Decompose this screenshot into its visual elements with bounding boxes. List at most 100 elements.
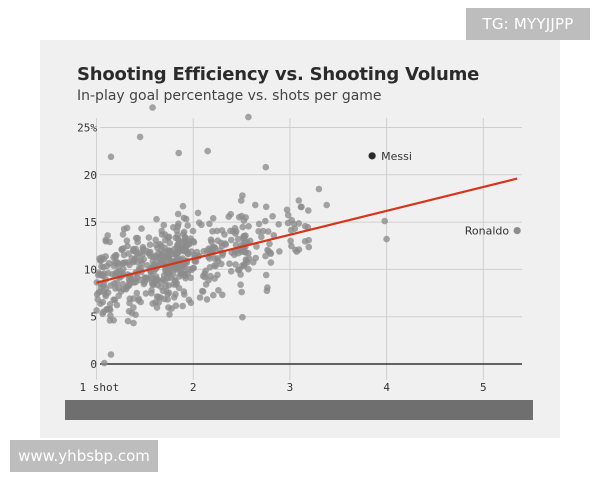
player-point [258, 233, 265, 241]
player-point [187, 299, 195, 307]
player-point [149, 300, 156, 307]
points-layer [93, 104, 390, 367]
player-point [118, 245, 125, 253]
player-point [270, 232, 278, 239]
x-tick-label: 2 [190, 381, 197, 394]
player-point [210, 291, 217, 299]
player-point [238, 288, 245, 296]
player-point [158, 231, 166, 238]
player-point [119, 269, 126, 277]
player-point [252, 201, 259, 209]
player-point [323, 201, 331, 209]
player-point [291, 225, 299, 232]
player-point [180, 214, 188, 222]
player-point [172, 250, 180, 258]
player-point [212, 262, 220, 270]
player-point [245, 223, 252, 230]
player-point [161, 295, 168, 303]
x-tick-label: 3 [287, 381, 294, 394]
player-point [218, 227, 226, 234]
player-point [140, 255, 148, 263]
player-point [124, 317, 132, 325]
player-point [283, 206, 291, 214]
player-point [103, 262, 111, 270]
player-point [239, 313, 246, 321]
player-point [152, 236, 159, 244]
player-point [152, 275, 160, 283]
player-point [100, 288, 107, 295]
player-point [157, 278, 165, 285]
player-point [98, 263, 105, 270]
player-point [104, 269, 112, 277]
y-tick-label: 25% [77, 121, 97, 134]
player-point [267, 250, 275, 257]
player-point [226, 260, 233, 268]
player-point [262, 163, 270, 171]
player-point [237, 197, 245, 204]
player-point [189, 227, 197, 235]
player-point [232, 261, 239, 268]
player-point [186, 266, 193, 273]
player-point [209, 228, 216, 235]
player-point [288, 216, 296, 224]
player-point [264, 284, 271, 291]
player-point [93, 307, 100, 314]
player-point [245, 113, 252, 121]
player-point [154, 244, 161, 252]
player-point [131, 247, 138, 255]
player-point [127, 274, 135, 282]
player-point [148, 286, 155, 294]
player-point [102, 236, 109, 244]
ronaldo-label: Ronaldo [465, 225, 510, 238]
player-point [228, 249, 236, 256]
player-point [381, 217, 389, 225]
player-point [262, 271, 270, 279]
player-point [107, 153, 115, 161]
player-point [315, 185, 323, 193]
watermark-badge-top: TG: MYYJJPP [466, 8, 590, 40]
player-point [211, 255, 219, 263]
player-point [153, 304, 161, 311]
player-point [266, 240, 273, 248]
player-point [219, 252, 226, 259]
player-point [225, 213, 232, 220]
player-point [275, 221, 283, 228]
player-point [207, 236, 215, 243]
player-point [132, 278, 139, 286]
player-point [227, 268, 235, 275]
player-point [199, 287, 206, 295]
player-point [110, 253, 117, 261]
watermark-badge-bottom: www.yhbsbp.com [10, 440, 158, 472]
player-point [255, 228, 262, 235]
player-point [203, 296, 211, 303]
player-point [206, 264, 214, 271]
player-point [245, 249, 252, 257]
player-point [110, 296, 117, 304]
player-point [243, 238, 251, 246]
y-tick-label: 15 [84, 216, 97, 229]
player-point [179, 302, 186, 310]
player-point [221, 240, 229, 247]
player-point [238, 212, 245, 220]
player-point [138, 225, 145, 232]
player-point [298, 203, 305, 211]
player-point [120, 251, 128, 259]
x-tick-label: 1 shot [80, 381, 120, 394]
y-tick-label: 5 [90, 311, 97, 324]
player-point [175, 149, 182, 157]
player-point [107, 312, 114, 319]
player-point [227, 236, 235, 244]
player-point [119, 231, 127, 238]
player-point [112, 285, 119, 292]
player-point [145, 234, 153, 241]
player-point [276, 248, 283, 255]
player-point [113, 279, 121, 286]
player-point [383, 235, 390, 243]
player-point [106, 305, 113, 313]
player-point [269, 213, 276, 220]
player-point [139, 245, 147, 253]
player-point [130, 319, 137, 327]
player-point [243, 259, 251, 266]
player-point [149, 104, 156, 111]
player-point [99, 298, 107, 306]
